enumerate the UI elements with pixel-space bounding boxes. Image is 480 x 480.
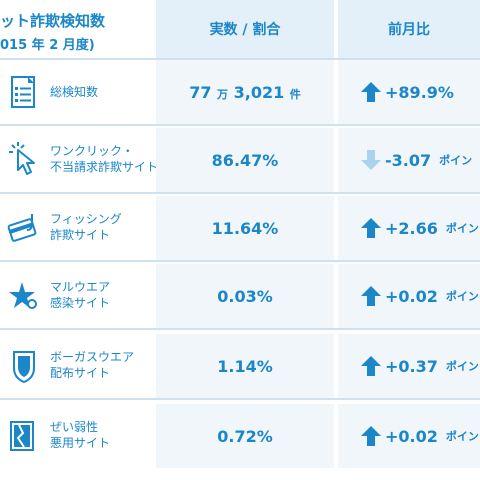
cursor-click-icon xyxy=(9,142,35,175)
divider xyxy=(0,328,480,330)
row-change: +89.9% xyxy=(385,82,454,102)
shield-icon xyxy=(13,351,35,384)
table-row: フィッシング 詐欺サイト 11.64% +2.66 ポイン xyxy=(0,196,480,260)
row-label-cell: ボーガスウエア 配布サイト xyxy=(0,334,150,398)
change-cell: +0.02 ポイン xyxy=(338,264,480,328)
arrow-up-icon xyxy=(361,426,381,446)
malware-star-icon xyxy=(9,282,37,309)
table-row: マルウエア 感染サイト 0.03% +0.02 ポイン xyxy=(0,264,480,328)
row-value: 77 万 3,021 件 xyxy=(189,82,301,102)
row-value: 1.14% xyxy=(217,356,273,376)
value-cell: 0.72% xyxy=(156,404,334,468)
title-sub: 015 年 2 月度) xyxy=(0,38,95,53)
change-cell: +2.66 ポイン xyxy=(338,196,480,260)
arrow-up-icon xyxy=(361,286,381,306)
arrow-up-icon xyxy=(361,82,381,102)
row-label-cell: 総検知数 xyxy=(0,60,150,124)
change-unit: ポイン xyxy=(439,154,473,167)
arrow-up-icon xyxy=(361,218,381,238)
row-label: マルウエア 感染サイト xyxy=(50,280,111,310)
change-cell: -3.07 ポイン xyxy=(338,128,480,192)
table-title: ット詐欺検知数 015 年 2 月度) xyxy=(0,0,150,58)
change-cell: +0.37 ポイン xyxy=(338,334,480,398)
value-cell: 11.64% xyxy=(156,196,334,260)
row-change: -3.07 xyxy=(385,150,432,170)
divider xyxy=(0,260,480,262)
change-unit: ポイン xyxy=(445,290,479,303)
row-value: 86.47% xyxy=(211,150,279,170)
row-label-cell: ぜい弱性 悪用サイト xyxy=(0,404,150,468)
arrow-down-icon xyxy=(361,150,381,170)
change-cell: +0.02 ポイン xyxy=(338,404,480,468)
row-value: 0.72% xyxy=(217,426,273,446)
divider xyxy=(0,124,480,126)
row-label: 総検知数 xyxy=(50,85,99,99)
row-label: フィッシング 詐欺サイト xyxy=(50,212,122,242)
row-value: 11.64% xyxy=(211,218,279,238)
value-cell: 0.03% xyxy=(156,264,334,328)
divider xyxy=(0,58,480,60)
table-row: ボーガスウエア 配布サイト 1.14% +0.37 ポイン xyxy=(0,334,480,398)
value-cell: 1.14% xyxy=(156,334,334,398)
row-change: +0.02 xyxy=(385,426,438,446)
row-label-cell: フィッシング 詐欺サイト xyxy=(0,196,150,260)
divider xyxy=(0,192,480,194)
row-label-cell: ワンクリック・ 不当請求詐欺サイト xyxy=(0,128,158,192)
divider xyxy=(0,398,480,400)
value-cell: 86.47% xyxy=(156,128,334,192)
row-change: +0.02 xyxy=(385,286,438,306)
row-label-cell: マルウエア 感染サイト xyxy=(0,264,150,328)
arrow-up-icon xyxy=(361,356,381,376)
change-unit: ポイン xyxy=(445,360,479,373)
change-unit: ポイン xyxy=(445,222,479,235)
row-label: ボーガスウエア 配布サイト xyxy=(50,350,135,380)
row-label: ぜい弱性 悪用サイト xyxy=(50,420,111,450)
row-value: 0.03% xyxy=(217,286,273,306)
change-unit: ポイン xyxy=(445,430,479,443)
row-change: +2.66 xyxy=(385,218,438,238)
table-row: ぜい弱性 悪用サイト 0.72% +0.02 ポイン xyxy=(0,404,480,468)
column-header-change: 前月比 xyxy=(338,0,480,58)
column-header-value: 実数 / 割合 xyxy=(156,0,334,58)
table-row: 総検知数 77 万 3,021 件 +89.9% xyxy=(0,60,480,124)
credit-card-hook-icon xyxy=(7,214,37,242)
document-list-icon xyxy=(11,76,35,108)
row-label: ワンクリック・ 不当請求詐欺サイト xyxy=(50,144,159,174)
row-change: +0.37 xyxy=(385,356,438,376)
broken-window-icon xyxy=(10,421,34,451)
table-row: ワンクリック・ 不当請求詐欺サイト 86.47% -3.07 ポイン xyxy=(0,128,480,192)
value-cell: 77 万 3,021 件 xyxy=(156,60,334,124)
change-cell: +89.9% xyxy=(338,60,480,124)
title-main: ット詐欺検知数 xyxy=(0,12,106,30)
